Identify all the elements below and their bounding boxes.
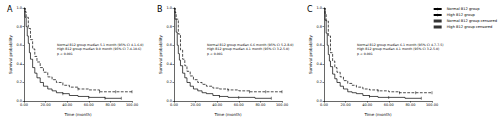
svg-text:B: B <box>157 5 163 14</box>
svg-text:60.00: 60.00 <box>234 103 244 107</box>
svg-text:p < 0.001: p < 0.001 <box>57 52 73 56</box>
svg-text:0.2: 0.2 <box>316 80 322 84</box>
svg-text:100.00: 100.00 <box>426 103 438 107</box>
svg-text:60.00: 60.00 <box>384 103 394 107</box>
svg-text:100.00: 100.00 <box>276 103 288 107</box>
svg-text:Survival probability: Survival probability <box>308 35 313 74</box>
svg-text:0.00: 0.00 <box>320 103 328 107</box>
svg-text:0.0: 0.0 <box>166 99 172 104</box>
svg-text:80.00: 80.00 <box>105 103 115 107</box>
svg-text:0.4: 0.4 <box>316 62 322 66</box>
svg-text:High B12 group censored: High B12 group censored <box>447 25 493 29</box>
svg-text:High B12 group: High B12 group <box>447 13 476 17</box>
svg-text:0.6: 0.6 <box>166 43 172 47</box>
svg-text:High B12 group median 9.0 mont: High B12 group median 9.0 month (95% CI … <box>57 47 142 52</box>
svg-text:0.2: 0.2 <box>16 80 22 84</box>
svg-text:0.00: 0.00 <box>20 103 28 107</box>
svg-text:Normal B12 group median 6.6 mo: Normal B12 group median 6.6 month (95% C… <box>207 43 294 47</box>
svg-text:0.00: 0.00 <box>170 103 178 107</box>
svg-text:Normal B12 group median 6.1 mo: Normal B12 group median 6.1 month (95% C… <box>357 43 444 47</box>
svg-text:Survival probability: Survival probability <box>8 35 13 74</box>
svg-text:High B12 group median 4.1 mont: High B12 group median 4.1 month (95% CI … <box>207 47 290 52</box>
svg-text:p < 0.001: p < 0.001 <box>357 52 373 56</box>
svg-text:High B12 group median 4.1 mont: High B12 group median 4.1 month (95% CI … <box>357 47 440 52</box>
svg-text:20.00: 20.00 <box>341 103 351 107</box>
svg-text:Normal B12 group: Normal B12 group <box>447 7 480 11</box>
svg-text:0.6: 0.6 <box>316 43 322 47</box>
svg-text:Time (month): Time (month) <box>363 112 392 117</box>
svg-text:80.00: 80.00 <box>255 103 265 107</box>
svg-text:0.8: 0.8 <box>16 25 22 29</box>
svg-text:0.8: 0.8 <box>316 25 322 29</box>
svg-text:20.00: 20.00 <box>191 103 201 107</box>
svg-text:0.4: 0.4 <box>166 62 172 66</box>
svg-text:100.00: 100.00 <box>126 103 138 107</box>
svg-text:1.0: 1.0 <box>16 6 22 10</box>
svg-text:Normal B12 group censored: Normal B12 group censored <box>447 19 497 23</box>
svg-text:Survival probability: Survival probability <box>158 35 163 74</box>
svg-text:1.0: 1.0 <box>166 6 172 10</box>
svg-text:40.00: 40.00 <box>212 103 222 107</box>
svg-text:Time (month): Time (month) <box>213 112 242 117</box>
svg-text:20.00: 20.00 <box>41 103 51 107</box>
svg-text:1.0: 1.0 <box>316 6 322 10</box>
svg-text:C: C <box>307 5 313 14</box>
svg-text:A: A <box>7 5 13 14</box>
svg-text:0.8: 0.8 <box>166 25 172 29</box>
svg-text:p < 0.001: p < 0.001 <box>207 52 223 56</box>
svg-text:0.0: 0.0 <box>316 99 322 104</box>
svg-text:0.2: 0.2 <box>166 80 172 84</box>
svg-text:Time (month): Time (month) <box>63 112 92 117</box>
svg-text:Normal B12 group median 5.1 mo: Normal B12 group median 5.1 month (95% C… <box>57 43 144 47</box>
svg-text:60.00: 60.00 <box>84 103 94 107</box>
svg-text:0.0: 0.0 <box>16 99 22 104</box>
svg-text:80.00: 80.00 <box>405 103 415 107</box>
svg-text:40.00: 40.00 <box>362 103 372 107</box>
svg-text:0.4: 0.4 <box>16 62 22 66</box>
svg-text:40.00: 40.00 <box>62 103 72 107</box>
svg-text:0.6: 0.6 <box>16 43 22 47</box>
